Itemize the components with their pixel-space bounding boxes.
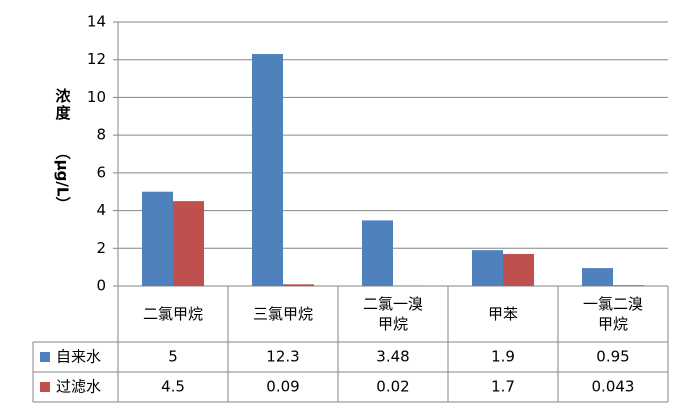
x-tick-label: 甲苯	[487, 305, 518, 323]
x-tick-label: 三氯甲烷	[252, 305, 313, 323]
table-value: 3.48	[376, 348, 409, 366]
table-value: 0.02	[376, 378, 409, 396]
bar	[173, 201, 204, 286]
table-value: 0.043	[592, 378, 635, 396]
bar	[362, 220, 393, 286]
x-tick-label: 二氯甲烷	[142, 305, 203, 323]
legend-key	[40, 352, 50, 362]
table-value: 0.09	[266, 378, 299, 396]
y-tick-label: 10	[87, 88, 106, 106]
bar	[283, 284, 314, 286]
table-value: 4.5	[161, 378, 185, 396]
bar	[582, 268, 613, 286]
table-value: 12.3	[266, 348, 299, 366]
table-value: 5	[168, 348, 178, 366]
legend-key	[40, 382, 50, 392]
y-tick-label: 0	[96, 277, 106, 295]
legend-label: 自来水	[56, 348, 101, 366]
x-tick-label: 二氯一溴甲烷	[362, 295, 423, 333]
bar	[472, 250, 503, 286]
bar	[613, 285, 644, 286]
y-tick-label: 14	[87, 13, 106, 31]
y-tick-label: 4	[96, 201, 106, 219]
bar	[503, 253, 534, 286]
y-tick-label: 8	[96, 126, 106, 144]
x-tick-label: 一氯二溴甲烷	[582, 295, 643, 333]
table-value: 1.9	[491, 348, 515, 366]
table-value: 1.7	[491, 378, 515, 396]
y-axis-unit: （μg/L）	[54, 145, 72, 212]
bar	[252, 54, 283, 286]
bar	[142, 191, 173, 286]
table-value: 0.95	[596, 348, 629, 366]
y-tick-label: 6	[96, 163, 106, 181]
legend-label: 过滤水	[56, 378, 101, 396]
y-tick-label: 2	[96, 239, 106, 257]
y-axis-label: 浓度	[54, 88, 72, 122]
y-tick-label: 12	[87, 50, 106, 68]
